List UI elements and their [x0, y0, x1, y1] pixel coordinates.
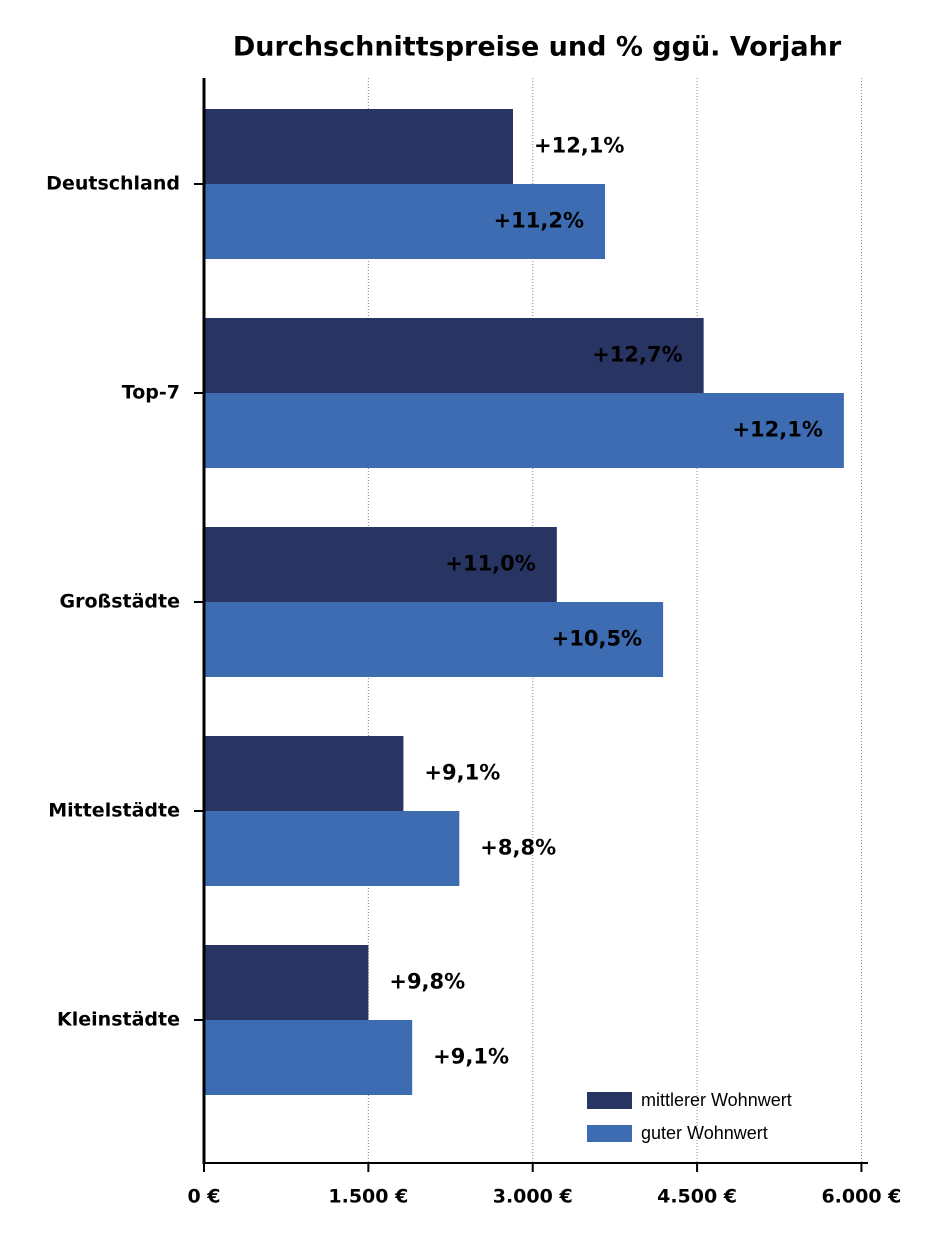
chart-title: Durchschnittspreise und % ggü. Vorjahr	[233, 32, 842, 63]
legend-label: guter Wohnwert	[641, 1123, 768, 1143]
data-label: +9,1%	[424, 761, 500, 785]
x-tick-label: 0 €	[187, 1186, 220, 1208]
data-label: +9,1%	[433, 1045, 509, 1069]
bar	[204, 184, 606, 259]
y-tick-label: Mittelstädte	[48, 800, 180, 822]
data-label: +8,8%	[480, 836, 556, 860]
legend-swatch	[587, 1125, 632, 1142]
y-tick-label: Top-7	[122, 382, 180, 404]
bar	[204, 1020, 413, 1095]
x-tick-label: 6.000 €	[821, 1186, 901, 1208]
data-label: +12,1%	[732, 418, 822, 442]
data-label: +9,8%	[389, 970, 465, 994]
bar	[204, 527, 557, 602]
bar	[204, 318, 704, 393]
legend-label: mittlerer Wohnwert	[641, 1090, 792, 1110]
bar	[204, 945, 369, 1020]
x-tick-label: 4.500 €	[657, 1186, 737, 1208]
bar	[204, 602, 664, 677]
data-label: +10,5%	[552, 627, 642, 651]
bar	[204, 811, 460, 886]
data-label: +12,7%	[592, 343, 682, 367]
data-label: +11,0%	[445, 552, 535, 576]
x-tick-label: 1.500 €	[328, 1186, 408, 1208]
y-tick-label: Großstädte	[60, 591, 180, 613]
y-tick-label: Deutschland	[46, 173, 180, 195]
legend-swatch	[587, 1092, 632, 1109]
bar	[204, 393, 844, 468]
bar	[204, 109, 513, 184]
data-label: +11,2%	[494, 209, 584, 233]
data-label: +12,1%	[534, 134, 624, 158]
y-tick-label: Kleinstädte	[57, 1009, 180, 1031]
x-tick-label: 3.000 €	[493, 1186, 573, 1208]
bar	[204, 736, 404, 811]
